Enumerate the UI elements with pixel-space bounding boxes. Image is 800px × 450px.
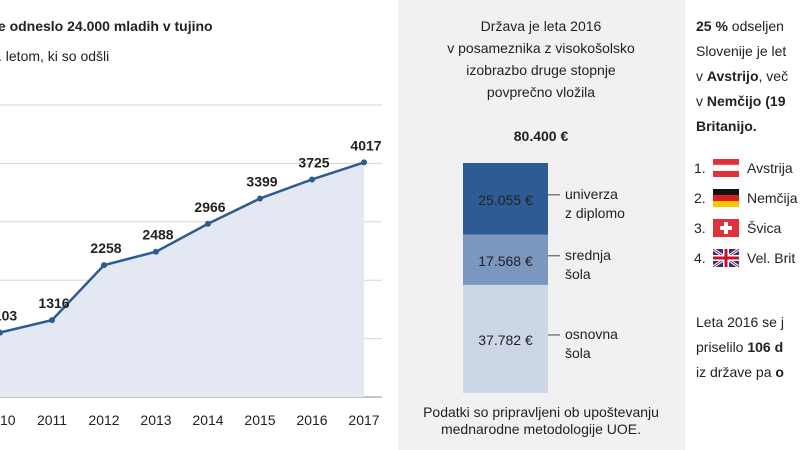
text-run: o bbox=[775, 364, 784, 380]
segment-name: z diplomo bbox=[565, 205, 625, 221]
point bbox=[205, 220, 211, 227]
panel-title: Država je leta 2016 bbox=[481, 18, 602, 34]
segment-label: 17.568 € bbox=[478, 253, 533, 269]
country: Nemčija bbox=[747, 190, 798, 206]
country: Vel. Brit bbox=[747, 250, 795, 266]
data-label: 3399 bbox=[246, 173, 277, 189]
x-tick-label: 2011 bbox=[37, 412, 67, 428]
total-label: 80.400 € bbox=[514, 128, 569, 144]
point bbox=[257, 195, 263, 202]
intro-line: 25 % odseljen bbox=[696, 18, 784, 34]
flags bbox=[712, 159, 740, 269]
x-tick-label: 2015 bbox=[244, 412, 275, 428]
bar-segment bbox=[463, 163, 548, 235]
note: Podatki so pripravljeni ob upoštevanju bbox=[423, 404, 659, 420]
text-run: 106 d bbox=[747, 339, 783, 355]
flag-switzerland bbox=[713, 219, 739, 237]
outro-line: Leta 2016 se j bbox=[696, 314, 784, 330]
text-run: odseljen bbox=[728, 18, 784, 34]
data-label: 1316 bbox=[38, 295, 69, 311]
intro-line: v Nemčijo (19 bbox=[696, 93, 786, 109]
text-run: v bbox=[696, 68, 707, 84]
point bbox=[49, 317, 55, 324]
text-run: Britanijo. bbox=[696, 118, 757, 134]
area bbox=[0, 162, 364, 397]
intro-line: Britanijo. bbox=[696, 118, 757, 134]
segment-name: šola bbox=[565, 345, 591, 361]
panel-title: povprečno vložila bbox=[487, 84, 595, 100]
data-label: 1103 bbox=[0, 308, 17, 324]
segment-name: osnovna bbox=[565, 326, 618, 342]
country: Avstrija bbox=[747, 160, 793, 176]
rank: 1. bbox=[694, 160, 706, 176]
x-tick-label: 2014 bbox=[192, 412, 223, 428]
line bbox=[0, 161, 365, 334]
x-tick-label: 2013 bbox=[140, 412, 171, 428]
point bbox=[0, 329, 3, 336]
segment-name: univerza bbox=[565, 186, 618, 202]
rank: 3. bbox=[694, 220, 706, 236]
x-tick-label: 2017 bbox=[348, 412, 379, 428]
x-tick-label: 2010 bbox=[0, 412, 16, 428]
data-label: 3725 bbox=[298, 154, 329, 170]
text-run: Slovenije je let bbox=[696, 43, 786, 59]
segment-label: 37.782 € bbox=[478, 332, 533, 348]
data-label: 4017 bbox=[350, 137, 381, 153]
flag-uk bbox=[712, 247, 740, 269]
country: Švica bbox=[747, 220, 781, 236]
data-label: 2488 bbox=[142, 227, 173, 243]
panel-title: v posameznika z visokošolsko bbox=[447, 40, 635, 56]
flag-germany bbox=[713, 189, 739, 207]
outro-line: iz države pa o bbox=[696, 364, 784, 380]
point bbox=[153, 248, 159, 255]
point bbox=[361, 159, 367, 166]
rank: 4. bbox=[694, 250, 706, 266]
chart-subtitle: . letom, ki so odšli bbox=[0, 48, 109, 64]
text-run: priselilo bbox=[696, 339, 747, 355]
data-label: 2966 bbox=[194, 199, 225, 215]
text-run: Leta 2016 se j bbox=[696, 314, 784, 330]
segment-name: srednja bbox=[565, 247, 611, 263]
rank: 2. bbox=[694, 190, 706, 206]
text-run: iz države pa bbox=[696, 364, 775, 380]
text-run: v bbox=[696, 93, 707, 109]
x-tick-label: 2012 bbox=[88, 412, 119, 428]
text-run: 25 % bbox=[696, 18, 728, 34]
bar-segment bbox=[463, 284, 548, 393]
bar-segment bbox=[463, 234, 548, 285]
panel-title: izobrazbo druge stopnje bbox=[466, 62, 616, 78]
intro-line: v Avstrijo, več bbox=[696, 68, 788, 84]
x-tick-label: 2016 bbox=[296, 412, 327, 428]
note: mednarodne metodologije UOE. bbox=[441, 421, 641, 437]
flag-austria bbox=[712, 159, 740, 177]
intro-line: Slovenije je let bbox=[696, 43, 786, 59]
data-label: 2258 bbox=[90, 240, 121, 256]
text-run: Avstrijo bbox=[707, 68, 759, 84]
chart-title: je odneslo 24.000 mladih v tujino bbox=[0, 18, 213, 34]
segment-name: šola bbox=[565, 266, 591, 282]
point bbox=[101, 262, 107, 269]
point bbox=[309, 176, 315, 183]
outro-line: priselilo 106 d bbox=[696, 339, 783, 355]
text-run: , več bbox=[759, 68, 789, 84]
text-run: Nemčijo (19 bbox=[707, 93, 786, 109]
segment-label: 25.055 € bbox=[478, 192, 533, 208]
